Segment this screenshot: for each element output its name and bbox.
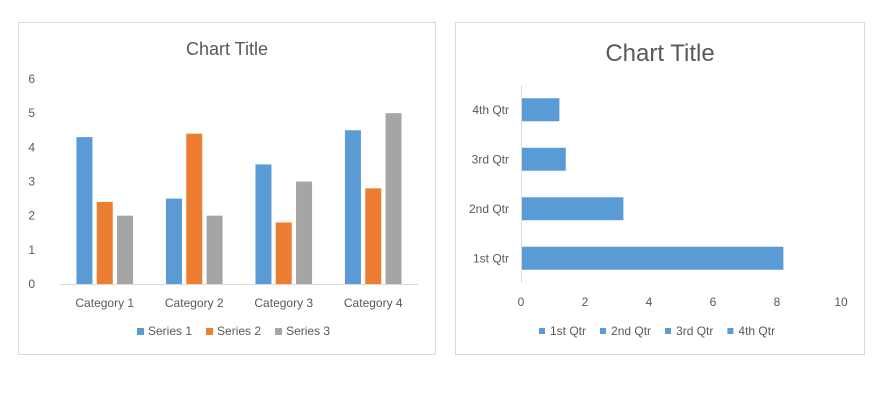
bar-series-1 (76, 137, 93, 284)
y-tick-label: 5 (28, 106, 35, 120)
column-chart[interactable]: Chart Title 0 1 2 3 4 5 6 Category 1 Category 2 C… (18, 22, 436, 355)
x-tick-label: 6 (710, 295, 717, 309)
legend-label: 2nd Qtr (611, 324, 651, 338)
bar-series-2 (275, 222, 292, 284)
legend-swatch (539, 328, 545, 334)
legend-label: 4th Qtr (738, 324, 775, 338)
x-tick-label: 4 (646, 295, 653, 309)
y-tick-label: 2nd Qtr (469, 202, 509, 216)
legend-swatch (665, 328, 672, 334)
x-tick-label: 8 (774, 295, 781, 309)
horizontal-bar-chart-canvas: Chart Title 1st Qtr 2nd Qtr 3rd Qtr 4th Qtr… (469, 40, 848, 338)
legend-swatch (600, 328, 607, 334)
horizontal-bar-chart[interactable]: Chart Title 1st Qtr 2nd Qtr 3rd Qtr 4th Qtr… (455, 22, 865, 355)
legend-label: Series 1 (148, 324, 192, 338)
x-tick-label: Category 2 (165, 296, 224, 310)
bar-series-2 (96, 202, 113, 284)
bar-1st-qtr (522, 246, 784, 270)
bar-series-3 (296, 181, 313, 284)
x-tick-label: Category 3 (254, 296, 313, 310)
bar-series-3 (117, 215, 134, 284)
legend-label: Series 3 (286, 324, 330, 338)
bar-series-1 (165, 198, 182, 284)
y-tick-label: 0 (28, 277, 35, 291)
bar-series-1 (255, 164, 272, 284)
bar-series-2 (186, 133, 203, 284)
x-tick-label: Category 1 (75, 296, 134, 310)
legend-swatch (206, 328, 214, 335)
y-tick-label: 2 (28, 209, 35, 223)
bar-series-1 (344, 130, 361, 284)
y-tick-label: 1st Qtr (473, 251, 509, 265)
bar-2nd-qtr (522, 197, 624, 221)
legend-swatch (727, 328, 734, 334)
x-tick-label: 10 (834, 295, 848, 309)
bar-3rd-qtr (522, 147, 566, 171)
x-tick-label: Category 4 (344, 296, 403, 310)
x-tick-label: 0 (518, 295, 525, 309)
y-tick-label: 1 (28, 243, 35, 257)
legend-label: 1st Qtr (550, 324, 586, 338)
legend-label: 3rd Qtr (676, 324, 713, 338)
x-tick-label: 2 (582, 295, 589, 309)
y-tick-label: 4th Qtr (472, 103, 509, 117)
legend-label: Series 2 (217, 324, 261, 338)
bar-series-2 (365, 188, 382, 284)
y-tick-label: 4 (28, 140, 35, 154)
legend-swatch (137, 328, 144, 335)
y-tick-label: 3rd Qtr (472, 152, 509, 166)
chart-title: Chart Title (186, 39, 268, 59)
chart-title: Chart Title (605, 40, 714, 67)
bar-series-3 (206, 215, 223, 284)
legend-swatch (275, 328, 283, 335)
y-tick-label: 6 (28, 72, 35, 86)
bar-4th-qtr (522, 98, 560, 122)
y-tick-label: 3 (28, 175, 35, 189)
column-chart-canvas: Chart Title 0 1 2 3 4 5 6 Category 1 Category 2 C… (28, 39, 418, 338)
bar-series-3 (385, 113, 402, 285)
